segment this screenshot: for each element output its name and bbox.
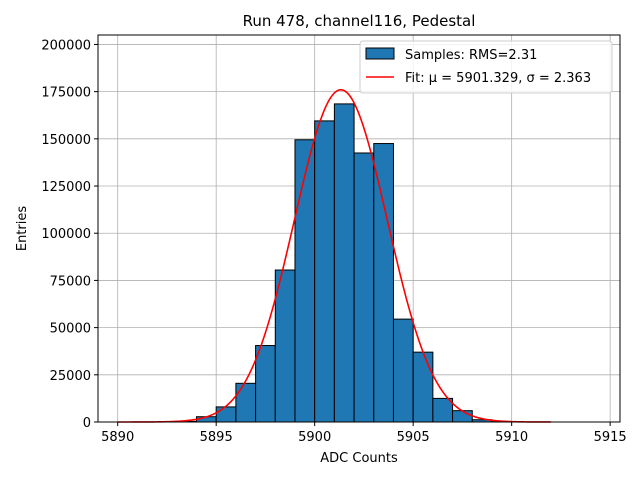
y-axis-label: Entries — [15, 206, 30, 252]
histogram-bar — [295, 140, 315, 422]
histogram-bar — [453, 411, 473, 422]
x-tick-label: 5900 — [298, 430, 331, 445]
histogram-bar — [334, 104, 354, 422]
y-tick-label: 125000 — [41, 180, 91, 195]
y-tick-label: 100000 — [41, 227, 91, 242]
legend-swatch-histogram — [366, 48, 394, 59]
y-tick-label: 0 — [83, 416, 91, 431]
histogram-bar — [315, 121, 335, 422]
x-tick-label: 5895 — [200, 430, 233, 445]
y-tick-label: 25000 — [50, 369, 91, 384]
histogram-bar — [236, 383, 256, 422]
y-tick-label: 75000 — [50, 274, 91, 289]
histogram-bar — [275, 270, 295, 422]
histogram-bar — [354, 153, 374, 422]
x-tick-label: 5910 — [495, 430, 528, 445]
x-tick-label: 5905 — [397, 430, 430, 445]
x-tick-label: 5890 — [101, 430, 134, 445]
x-axis-label: ADC Counts — [320, 451, 398, 466]
y-tick-label: 150000 — [41, 133, 91, 148]
legend-label-histogram: Samples: RMS=2.31 — [405, 48, 537, 63]
y-axis-ticks: 0 25000 50000 75000 100000 125000 150000 175000… — [41, 38, 98, 431]
histogram-bar — [256, 346, 276, 422]
histogram-bar — [413, 352, 433, 422]
legend: Samples: RMS=2.31 Fit: μ = 5901.329, σ =… — [360, 41, 612, 93]
y-tick-label: 175000 — [41, 86, 91, 101]
histogram-bar — [374, 144, 394, 422]
x-tick-label: 5915 — [594, 430, 627, 445]
histogram-bar — [216, 407, 236, 422]
histogram-bar — [433, 398, 453, 422]
y-tick-label: 50000 — [50, 322, 91, 337]
legend-label-fit: Fit: μ = 5901.329, σ = 2.363 — [405, 71, 591, 86]
chart-title: Run 478, channel116, Pedestal — [243, 12, 476, 30]
histogram-bar — [393, 319, 413, 422]
y-tick-label: 200000 — [41, 38, 91, 53]
